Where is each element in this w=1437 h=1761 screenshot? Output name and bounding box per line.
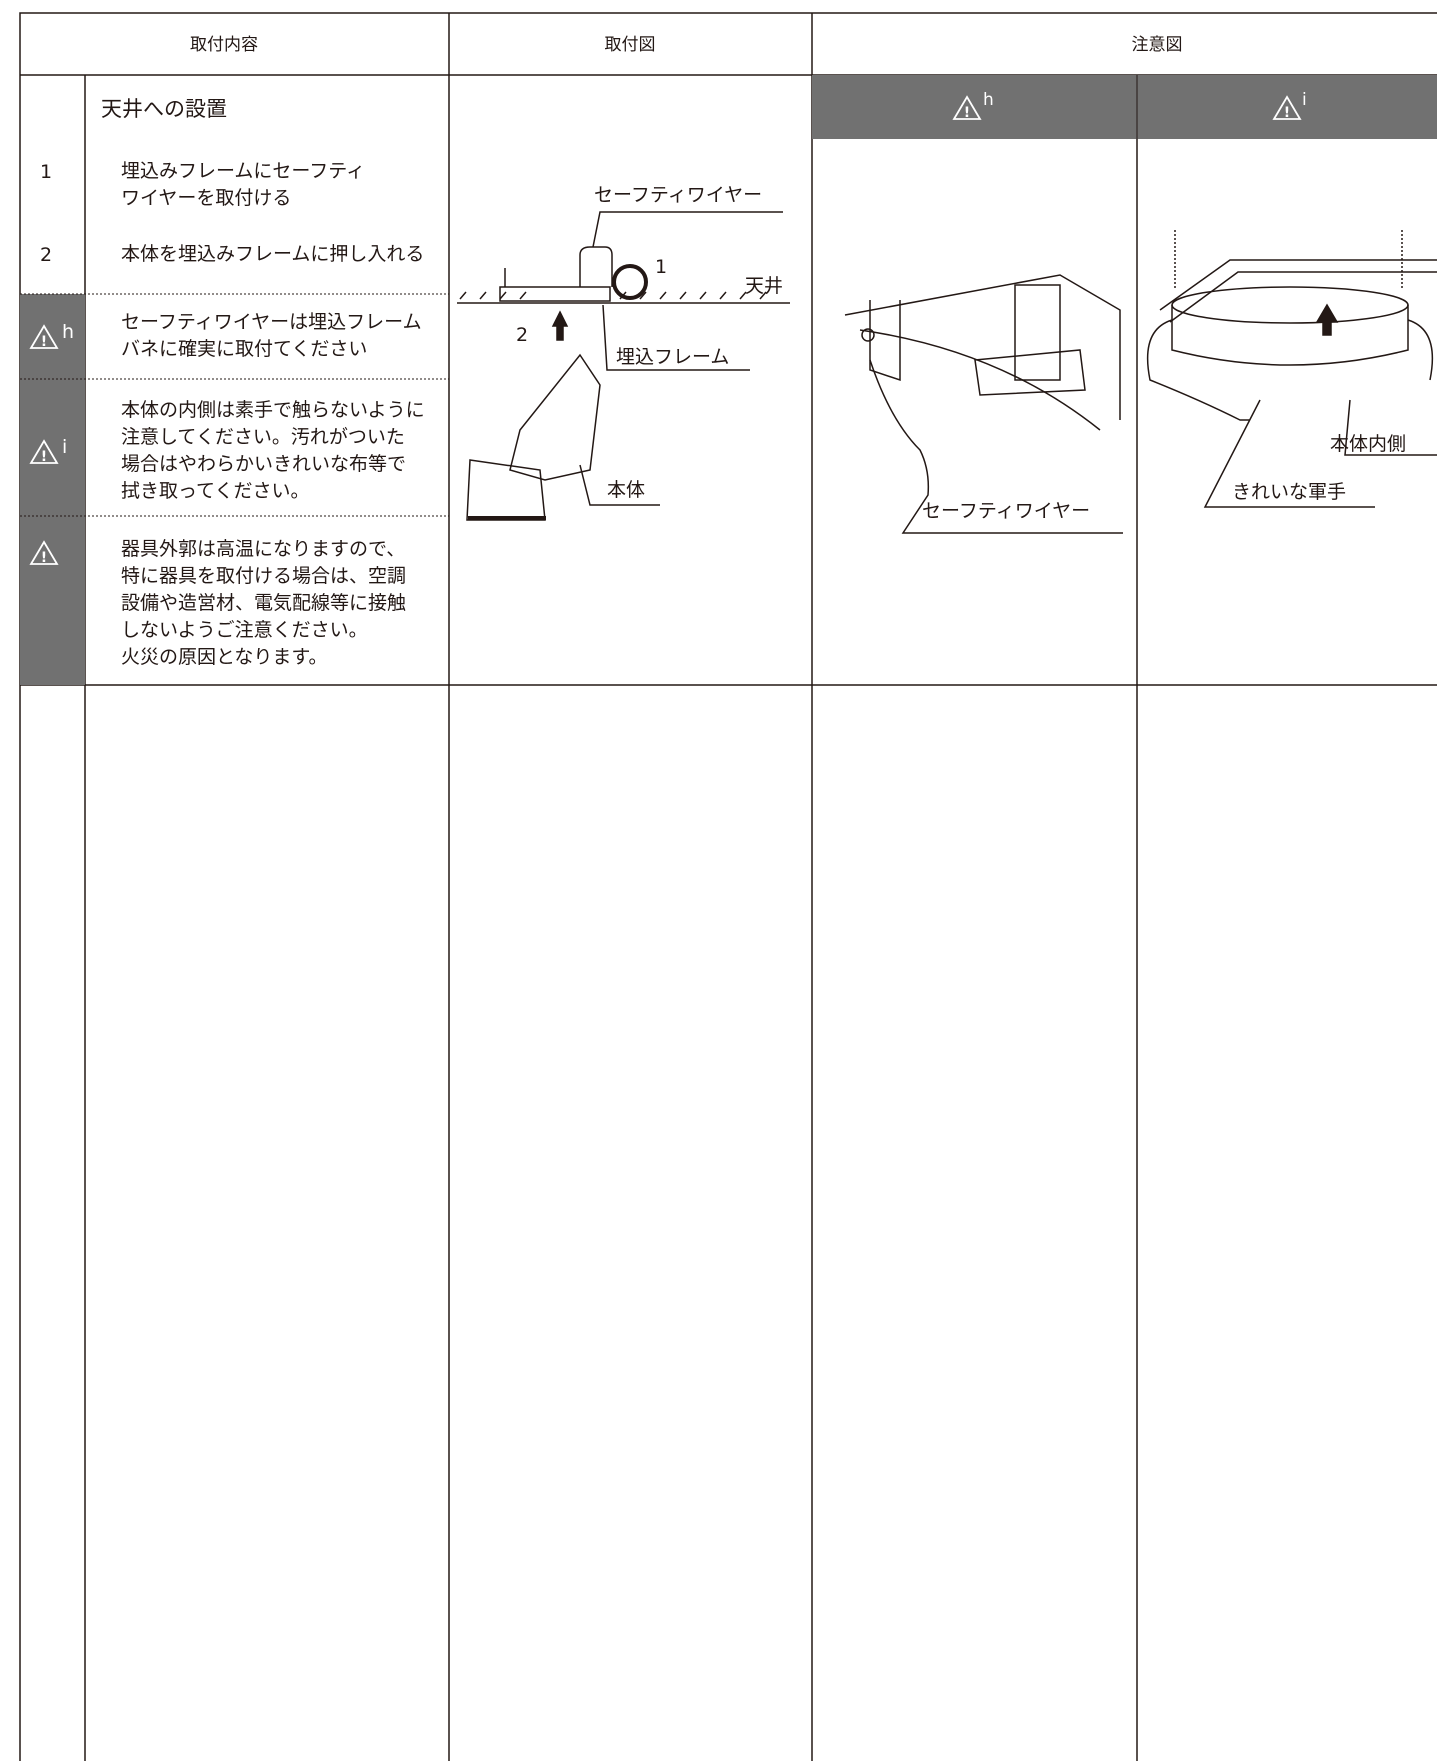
step-text: 本体を埋込みフレームに押し入れる bbox=[121, 243, 425, 265]
caution-text: 火災の原因となります。 bbox=[121, 646, 328, 668]
svg-text:!: ! bbox=[1284, 105, 1290, 121]
caution-text: バネに確実に取付てください bbox=[121, 338, 368, 360]
svg-text:!: ! bbox=[964, 105, 970, 121]
caution-text: 特に器具を取付ける場合は、空調 bbox=[121, 565, 407, 587]
step-text: 埋込みフレームにセーフティ bbox=[121, 160, 366, 182]
caution-text: 拭き取ってください。 bbox=[121, 480, 310, 502]
caution-text: 場合はやわらかいきれいな布等で bbox=[121, 453, 407, 475]
caution-text: 本体の内側は素手で触らないように bbox=[121, 399, 425, 421]
figure-label: 本体内側 bbox=[1330, 433, 1407, 455]
caution-mark: h bbox=[62, 321, 75, 343]
svg-text:!: ! bbox=[41, 550, 47, 566]
header-cell: 取付図 bbox=[604, 35, 656, 55]
figure-label: 埋込フレーム bbox=[616, 346, 730, 368]
figure-label: 本体 bbox=[607, 479, 646, 501]
figure-label: きれいな軍手 bbox=[1232, 481, 1347, 503]
caution-text: セーフティワイヤーは埋込フレーム bbox=[121, 311, 422, 333]
step-text: ワイヤーを取付ける bbox=[121, 187, 292, 209]
caution-mark: i bbox=[62, 436, 68, 458]
caution-mark: i bbox=[1302, 90, 1307, 110]
caution-mark: h bbox=[983, 90, 994, 110]
caution-text: 器具外郭は高温になりますので、 bbox=[121, 538, 406, 560]
figure-label: セーフティワイヤー bbox=[594, 184, 763, 206]
header-cell: 取付内容 bbox=[190, 35, 258, 55]
step-number: 2 bbox=[40, 244, 53, 266]
step-number: 1 bbox=[40, 161, 53, 183]
caution-text: 注意してください。汚れがついた bbox=[121, 426, 405, 448]
header-cell: 注意図 bbox=[1131, 35, 1183, 55]
figure-label: 天井 bbox=[745, 275, 784, 297]
svg-text:!: ! bbox=[41, 334, 47, 350]
figure-step-number: 1 bbox=[655, 256, 668, 278]
svg-text:!: ! bbox=[41, 449, 47, 465]
section-title: 天井への設置 bbox=[101, 97, 227, 121]
figure-step-number: 2 bbox=[516, 324, 529, 346]
caution-text: しないようご注意ください。 bbox=[121, 619, 368, 641]
figure-label: セーフティワイヤー bbox=[922, 500, 1091, 522]
caution-text: 設備や造営材、電気配線等に接触 bbox=[121, 592, 407, 614]
